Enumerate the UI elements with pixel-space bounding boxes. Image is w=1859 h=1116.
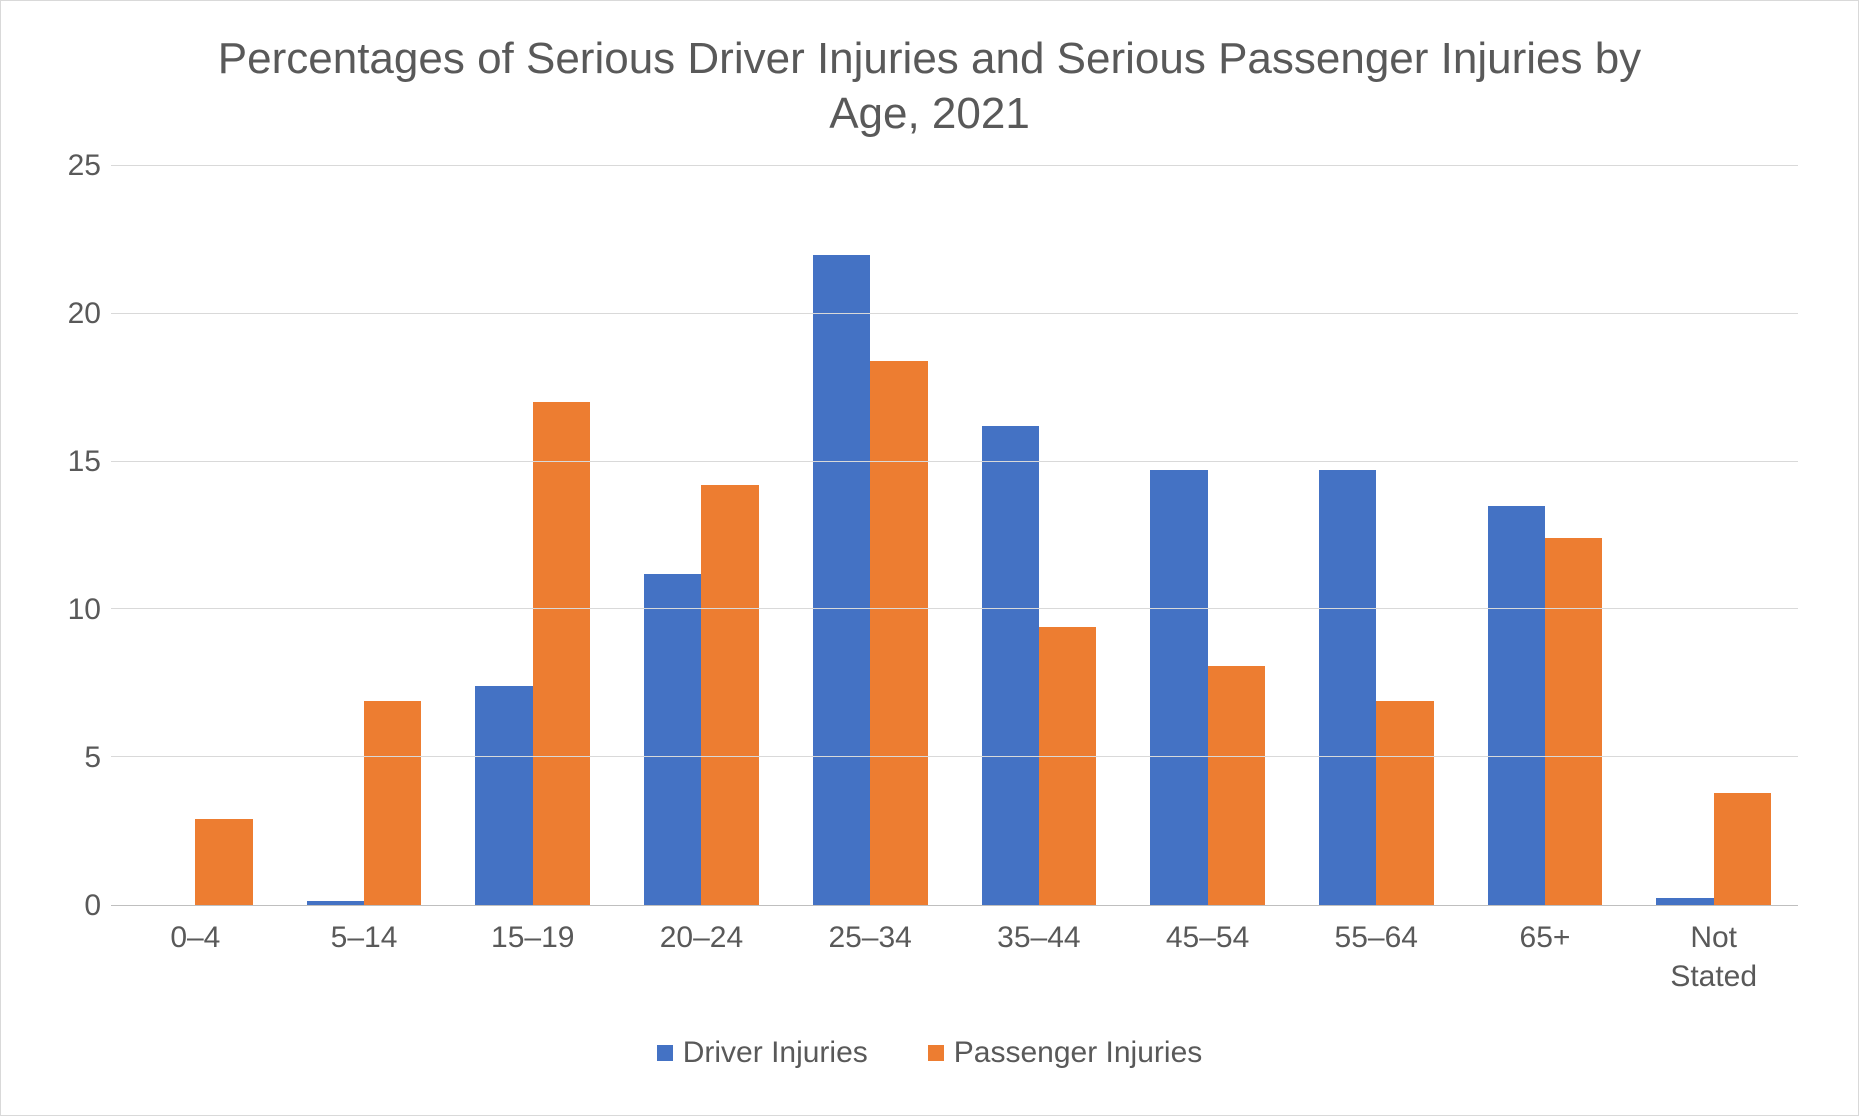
x-tick-label: 15–19	[448, 918, 617, 996]
category-group	[448, 166, 617, 905]
bar	[701, 485, 758, 905]
legend-item: Driver Injuries	[657, 1036, 868, 1070]
category-group	[617, 166, 786, 905]
x-tick-label: NotStated	[1629, 918, 1798, 996]
chart-container: Percentages of Serious Driver Injuries a…	[0, 0, 1859, 1116]
x-tick-label: 45–54	[1123, 918, 1292, 996]
y-axis: 0510152025	[41, 166, 101, 906]
category-group	[1629, 166, 1798, 905]
y-tick-label: 20	[41, 297, 101, 331]
legend-item: Passenger Injuries	[928, 1036, 1202, 1070]
bar	[475, 686, 532, 905]
category-group	[1461, 166, 1630, 905]
legend-swatch	[928, 1045, 944, 1061]
gridline	[111, 608, 1798, 609]
bar	[307, 901, 364, 905]
plot-area	[111, 166, 1798, 906]
bar	[813, 255, 870, 905]
legend-label: Driver Injuries	[683, 1036, 868, 1070]
bar	[1545, 538, 1602, 905]
category-group	[955, 166, 1124, 905]
bar	[1656, 898, 1713, 905]
gridline	[111, 313, 1798, 314]
bar	[644, 574, 701, 905]
bar	[1488, 506, 1545, 905]
gridline	[111, 756, 1798, 757]
x-tick-label: 65+	[1461, 918, 1630, 996]
category-group	[280, 166, 449, 905]
bar	[195, 819, 252, 905]
category-group	[1123, 166, 1292, 905]
bar	[1319, 470, 1376, 905]
x-tick-label: 0–4	[111, 918, 280, 996]
bar	[982, 426, 1039, 905]
legend-label: Passenger Injuries	[954, 1036, 1202, 1070]
category-group	[111, 166, 280, 905]
bar	[533, 402, 590, 905]
category-group	[786, 166, 955, 905]
bar	[364, 701, 421, 905]
legend-swatch	[657, 1045, 673, 1061]
chart-title: Percentages of Serious Driver Injuries a…	[180, 31, 1680, 141]
x-tick-label: 5–14	[280, 918, 449, 996]
legend: Driver Injuries Passenger Injuries	[31, 1036, 1828, 1070]
x-axis-labels: 0–45–1415–1920–2425–3435–4445–5455–6465+…	[111, 918, 1798, 996]
bar	[870, 361, 927, 905]
x-tick-label: 35–44	[955, 918, 1124, 996]
x-tick-label: 25–34	[786, 918, 955, 996]
bar	[1208, 666, 1265, 905]
y-tick-label: 15	[41, 445, 101, 479]
bar	[1714, 793, 1771, 905]
gridline	[111, 461, 1798, 462]
y-tick-label: 0	[41, 889, 101, 923]
bars-row	[111, 166, 1798, 905]
bar	[1150, 470, 1207, 905]
bar	[1039, 627, 1096, 905]
gridline	[111, 165, 1798, 166]
y-tick-label: 25	[41, 149, 101, 183]
x-tick-label: 20–24	[617, 918, 786, 996]
y-tick-label: 10	[41, 593, 101, 627]
plot-wrapper: 0510152025	[111, 166, 1798, 906]
bar	[1376, 701, 1433, 905]
category-group	[1292, 166, 1461, 905]
x-tick-label: 55–64	[1292, 918, 1461, 996]
y-tick-label: 5	[41, 741, 101, 775]
